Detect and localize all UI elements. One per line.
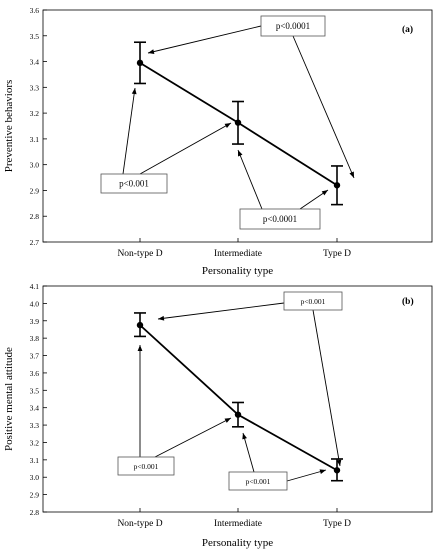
panel-a-annotation-box bbox=[239, 208, 321, 230]
panel-a-ytick-label: 3.0 bbox=[30, 161, 40, 170]
panel-b-data-point bbox=[136, 321, 144, 329]
panel-b-annotation-arrow bbox=[286, 469, 327, 482]
panel-b-ytick-label: 3.0 bbox=[30, 473, 40, 482]
panel-b-annotation-arrow-head bbox=[319, 469, 326, 474]
panel-a-plot-frame bbox=[42, 9, 433, 243]
panel-a-annotation-text: p<0.0001 bbox=[263, 214, 297, 224]
panel-b-annotation-box bbox=[117, 456, 175, 476]
panel-a-ytick-label: 3.5 bbox=[30, 32, 40, 41]
panel-b-annotation-arrow-head bbox=[224, 418, 231, 423]
panel-a-ytick-label: 2.9 bbox=[30, 186, 40, 195]
panel-b-annotation-arrow bbox=[242, 432, 255, 473]
panel-a-annotation-text: p<0.0001 bbox=[276, 21, 310, 31]
panel-b-series-line bbox=[139, 324, 338, 472]
panel-b-ytick-label: 3.8 bbox=[30, 334, 40, 343]
panel-a-annotation-box bbox=[260, 15, 326, 37]
panel-b-annotation-arrow bbox=[154, 417, 232, 458]
panel-a-label: (a) bbox=[402, 24, 413, 35]
panel-b-ytick-label: 3.9 bbox=[30, 317, 40, 326]
panel-a-data-point bbox=[136, 59, 144, 67]
panel-a-annotation-arrow-head bbox=[321, 190, 328, 196]
panel-b-annotation-box bbox=[228, 471, 288, 491]
panel-a-xtick-label: Type D bbox=[323, 249, 351, 259]
panel-a-ytick-label: 2.8 bbox=[30, 212, 40, 221]
panel-a-ytick-label: 3.3 bbox=[30, 83, 40, 92]
panel-b-annotation-text: p<0.001 bbox=[301, 297, 326, 306]
panel-b-ytick-label: 3.5 bbox=[30, 386, 40, 395]
panel-b-ytick-label: 2.9 bbox=[30, 491, 40, 500]
panel-a-annotation-arrow-head bbox=[349, 171, 354, 178]
panel-b-annotation-text: p<0.001 bbox=[246, 477, 271, 486]
panel-b-ytick-label: 3.3 bbox=[30, 421, 40, 430]
panel-b-ytick-label: 3.2 bbox=[30, 438, 40, 447]
panel-a-y-axis-title: Preventive behaviors bbox=[3, 80, 15, 173]
panel-a-xtick-label: Intermediate bbox=[214, 249, 262, 259]
panel-a-data-point bbox=[333, 182, 341, 189]
panel-a-annotation-arrow bbox=[147, 25, 262, 54]
panel-b-annotation-text: p<0.001 bbox=[134, 462, 159, 471]
panel-b-ytick-label: 4.0 bbox=[30, 299, 40, 308]
panel-a-annotation-arrow-head bbox=[224, 123, 231, 129]
panel-a-annotation-box bbox=[100, 173, 168, 194]
panel-b-y-axis-title: Positive mental attitude bbox=[3, 347, 15, 451]
panel-a-ytick-label: 3.6 bbox=[30, 6, 40, 15]
panel-a-ytick-label: 3.4 bbox=[30, 58, 40, 67]
panel-b-ytick-label: 3.1 bbox=[30, 456, 40, 465]
panel-a-ytick-label: 3.2 bbox=[30, 109, 40, 118]
panel-a-ytick-label: 2.7 bbox=[30, 238, 40, 247]
panel-a-annotation-arrow bbox=[139, 122, 232, 175]
panel-a-x-axis-title: Personality type bbox=[202, 265, 273, 277]
panel-b-ytick-label: 2.8 bbox=[30, 508, 40, 517]
panel-b-annotation-arrow-head bbox=[336, 459, 342, 466]
panel-b-data-point bbox=[234, 411, 242, 418]
panel-b-annotation-arrow-head bbox=[158, 315, 165, 321]
panel-a-data-point bbox=[234, 119, 242, 126]
panel-a-annotation-arrow bbox=[237, 149, 263, 210]
panel-b-plot-frame bbox=[42, 285, 433, 513]
panel-b-x-axis-title: Personality type bbox=[202, 537, 273, 549]
panel-b-annotation-arrow bbox=[157, 302, 285, 320]
panel-b-ytick-label: 4.1 bbox=[30, 282, 40, 291]
panel-a-xtick-label: Non-type D bbox=[117, 249, 162, 259]
panel-a-annotation-arrow-head bbox=[238, 150, 243, 157]
panel-a-annotation-arrow-head bbox=[131, 88, 137, 95]
panel-b-annotation-arrow-head bbox=[137, 345, 143, 351]
panel-b-label: (b) bbox=[402, 296, 414, 307]
panel-b-xtick-label: Intermediate bbox=[214, 519, 262, 529]
panel-b-annotation-box bbox=[283, 291, 343, 311]
panel-a-annotation-arrow bbox=[122, 87, 136, 175]
panel-a-annotation-arrow bbox=[292, 35, 355, 179]
panel-a-annotation-arrow-head bbox=[148, 49, 155, 54]
panel-a-annotation-text: p<0.001 bbox=[119, 179, 149, 189]
panel-b-data-point bbox=[333, 467, 341, 474]
panel-b-ytick-label: 3.7 bbox=[30, 352, 40, 361]
panel-b-ytick-label: 3.6 bbox=[30, 369, 40, 378]
panel-b-annotation-arrow bbox=[312, 309, 341, 467]
panel-b-xtick-label: Type D bbox=[323, 519, 351, 529]
panel-b-ytick-label: 3.4 bbox=[30, 404, 40, 413]
panel-a-ytick-label: 3.1 bbox=[30, 135, 40, 144]
panel-b-xtick-label: Non-type D bbox=[117, 519, 162, 529]
panel-b-annotation-arrow-head bbox=[242, 433, 247, 440]
